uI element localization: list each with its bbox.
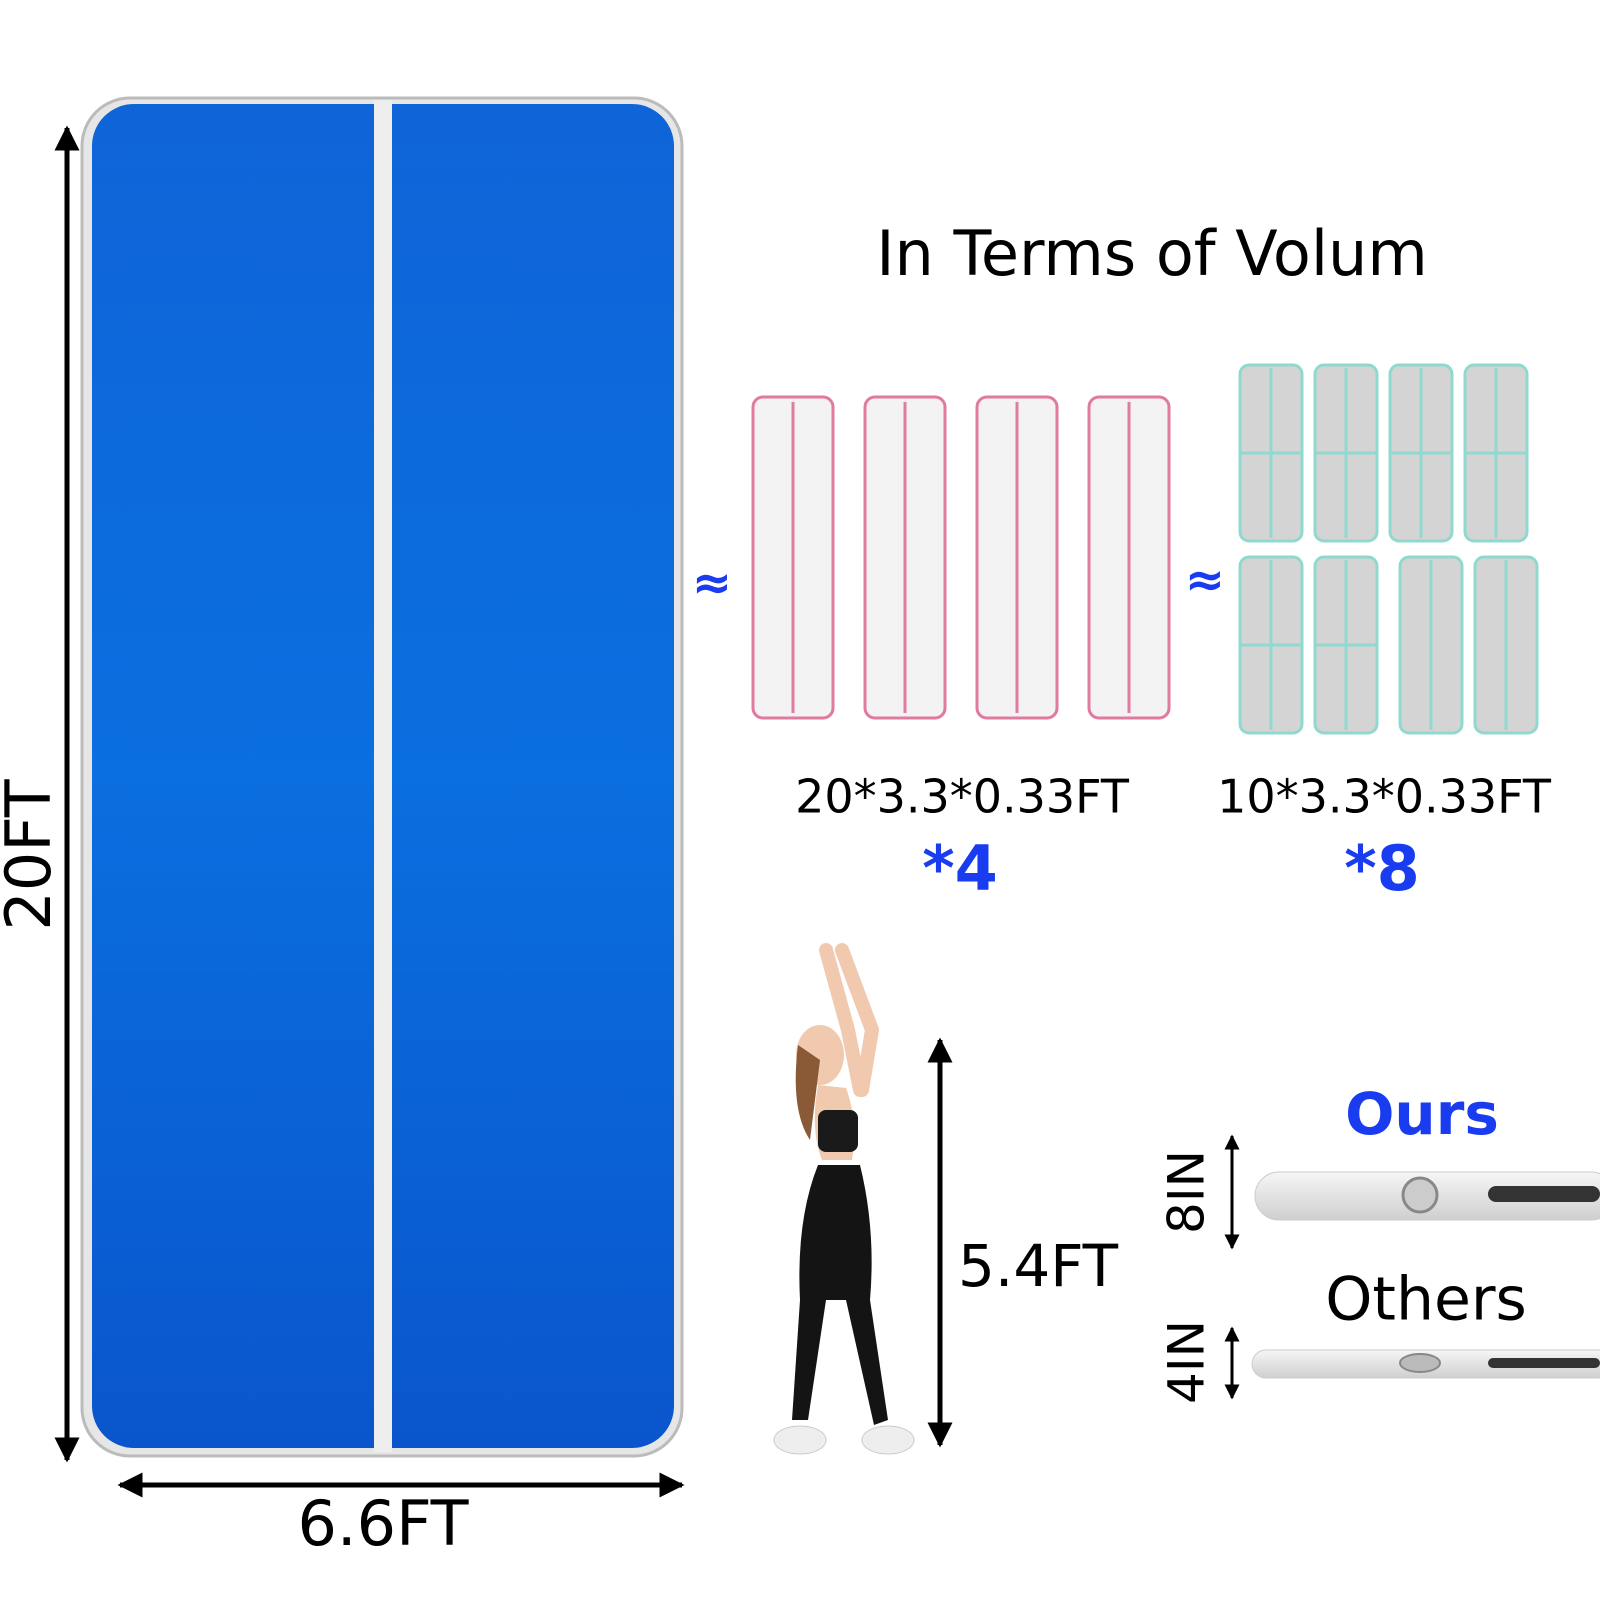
others-label: Others (1325, 1265, 1527, 1335)
person-top (818, 1110, 858, 1152)
height-label: 5.4FT (958, 1232, 1119, 1300)
approx-symbol: ≈ (692, 555, 732, 611)
valve (1399, 1353, 1441, 1373)
length-label: 20FT (0, 778, 65, 930)
person-shoe (861, 1425, 915, 1455)
width-label: 6.6FT (297, 1487, 469, 1560)
approx-symbol: ≈ (1185, 552, 1225, 608)
handle (1488, 1186, 1600, 1202)
ours-height: 8IN (1158, 1150, 1216, 1234)
ours-label: Ours (1345, 1080, 1499, 1148)
mat-size: 10*3.3*0.33FT (1217, 770, 1552, 824)
person-shoe (773, 1425, 827, 1455)
others-height: 4IN (1158, 1320, 1216, 1404)
multiplier: *4 (922, 832, 998, 905)
comparison-title: In Terms of Volum (876, 217, 1428, 290)
person-arms (819, 943, 880, 1097)
multiplier: *8 (1344, 832, 1420, 905)
mat-size: 20*3.3*0.33FT (795, 770, 1130, 824)
teal-mats (1238, 363, 1539, 735)
valve (1401, 1176, 1439, 1214)
handle (1488, 1358, 1600, 1368)
mat-seam (374, 100, 392, 1452)
pink-mats (751, 395, 1171, 720)
person-hair (795, 1045, 820, 1140)
person (773, 943, 915, 1455)
mat-stripes (1240, 368, 1527, 730)
person-leggings (792, 1165, 888, 1425)
